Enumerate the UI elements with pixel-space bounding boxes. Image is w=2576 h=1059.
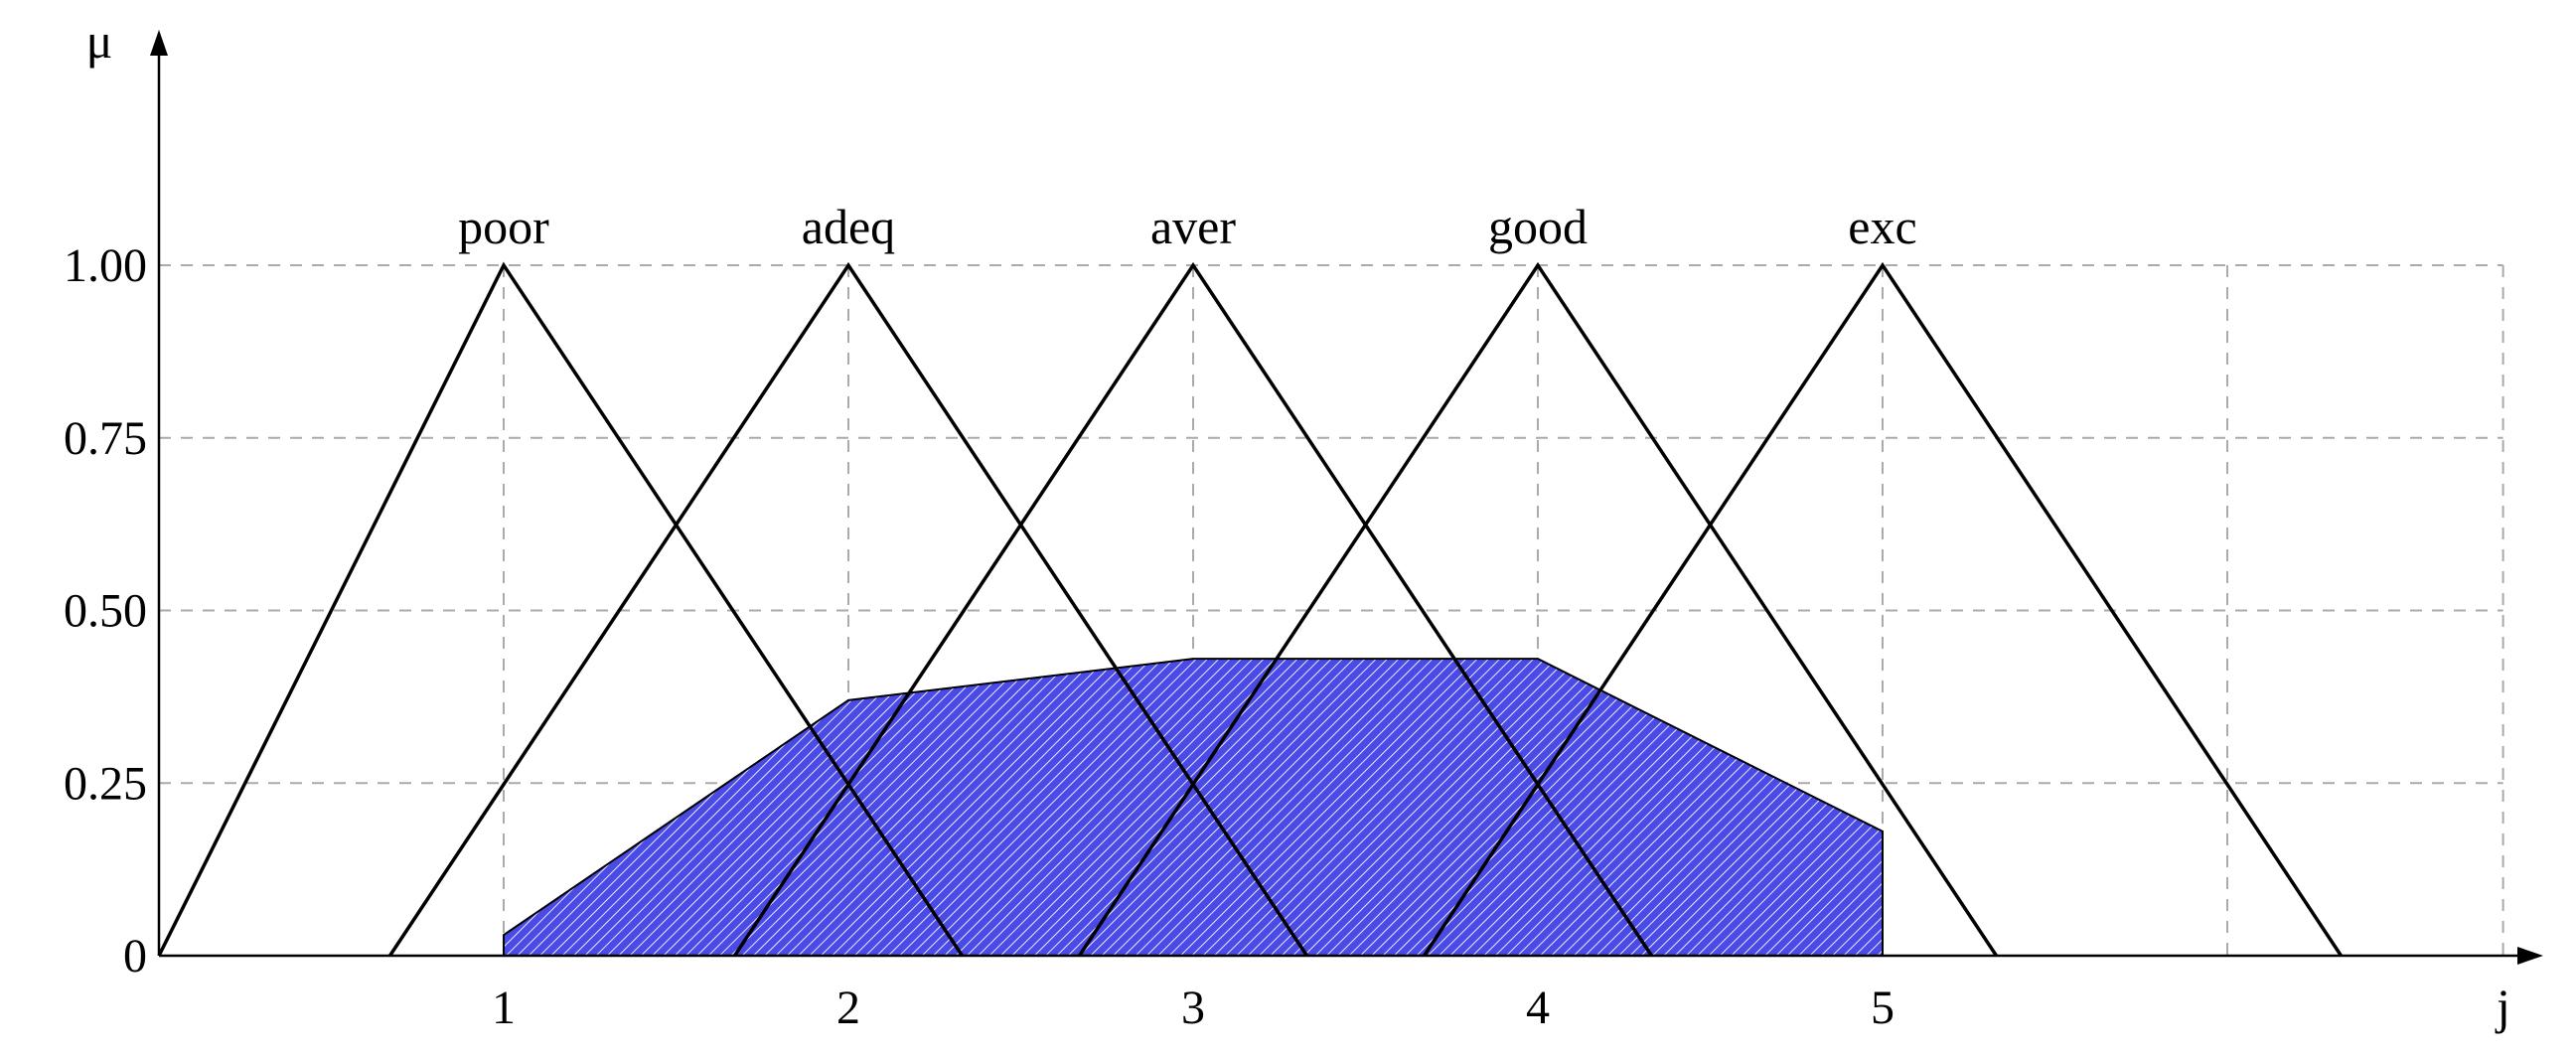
membership-function-exc: [1423, 261, 2343, 957]
series-label-poor: poor: [458, 199, 549, 254]
y-tick-label: 1.00: [64, 239, 147, 292]
x-axis-arrow: [2517, 947, 2543, 965]
membership-function-adeq: [388, 261, 1308, 957]
x-tick-label: 3: [1181, 982, 1205, 1034]
series-label-aver: aver: [1150, 199, 1236, 254]
y-axis-label: μ: [86, 13, 113, 69]
x-tick-label: 1: [492, 982, 516, 1034]
series-label-exc: exc: [1848, 199, 1916, 254]
membership-functions: [157, 261, 2343, 957]
y-tick-label: 0.25: [64, 757, 147, 810]
membership-function-good: [1078, 261, 1998, 957]
x-tick-label: 4: [1526, 982, 1550, 1034]
aggregated-output-area: [503, 658, 1884, 957]
y-tick-label: 0.50: [64, 585, 147, 638]
x-tick-label: 5: [1871, 982, 1894, 1034]
x-axis-label: j: [2495, 979, 2510, 1034]
series-label-good: good: [1488, 199, 1588, 254]
y-tick-label: 0: [123, 930, 147, 983]
labels: poor adeq aver good exc 0 0.25 0.50 0.75 1.00 1 2 3 4…: [64, 13, 2510, 1034]
membership-function-poor: [157, 261, 964, 957]
y-axis-arrow: [150, 30, 168, 56]
x-tick-label: 2: [836, 982, 860, 1034]
series-label-adeq: adeq: [802, 199, 895, 254]
y-tick-label: 0.75: [64, 412, 147, 465]
membership-function-aver: [733, 261, 1653, 957]
axes: [150, 30, 2543, 965]
aggregated-area-layer: [503, 658, 1884, 957]
